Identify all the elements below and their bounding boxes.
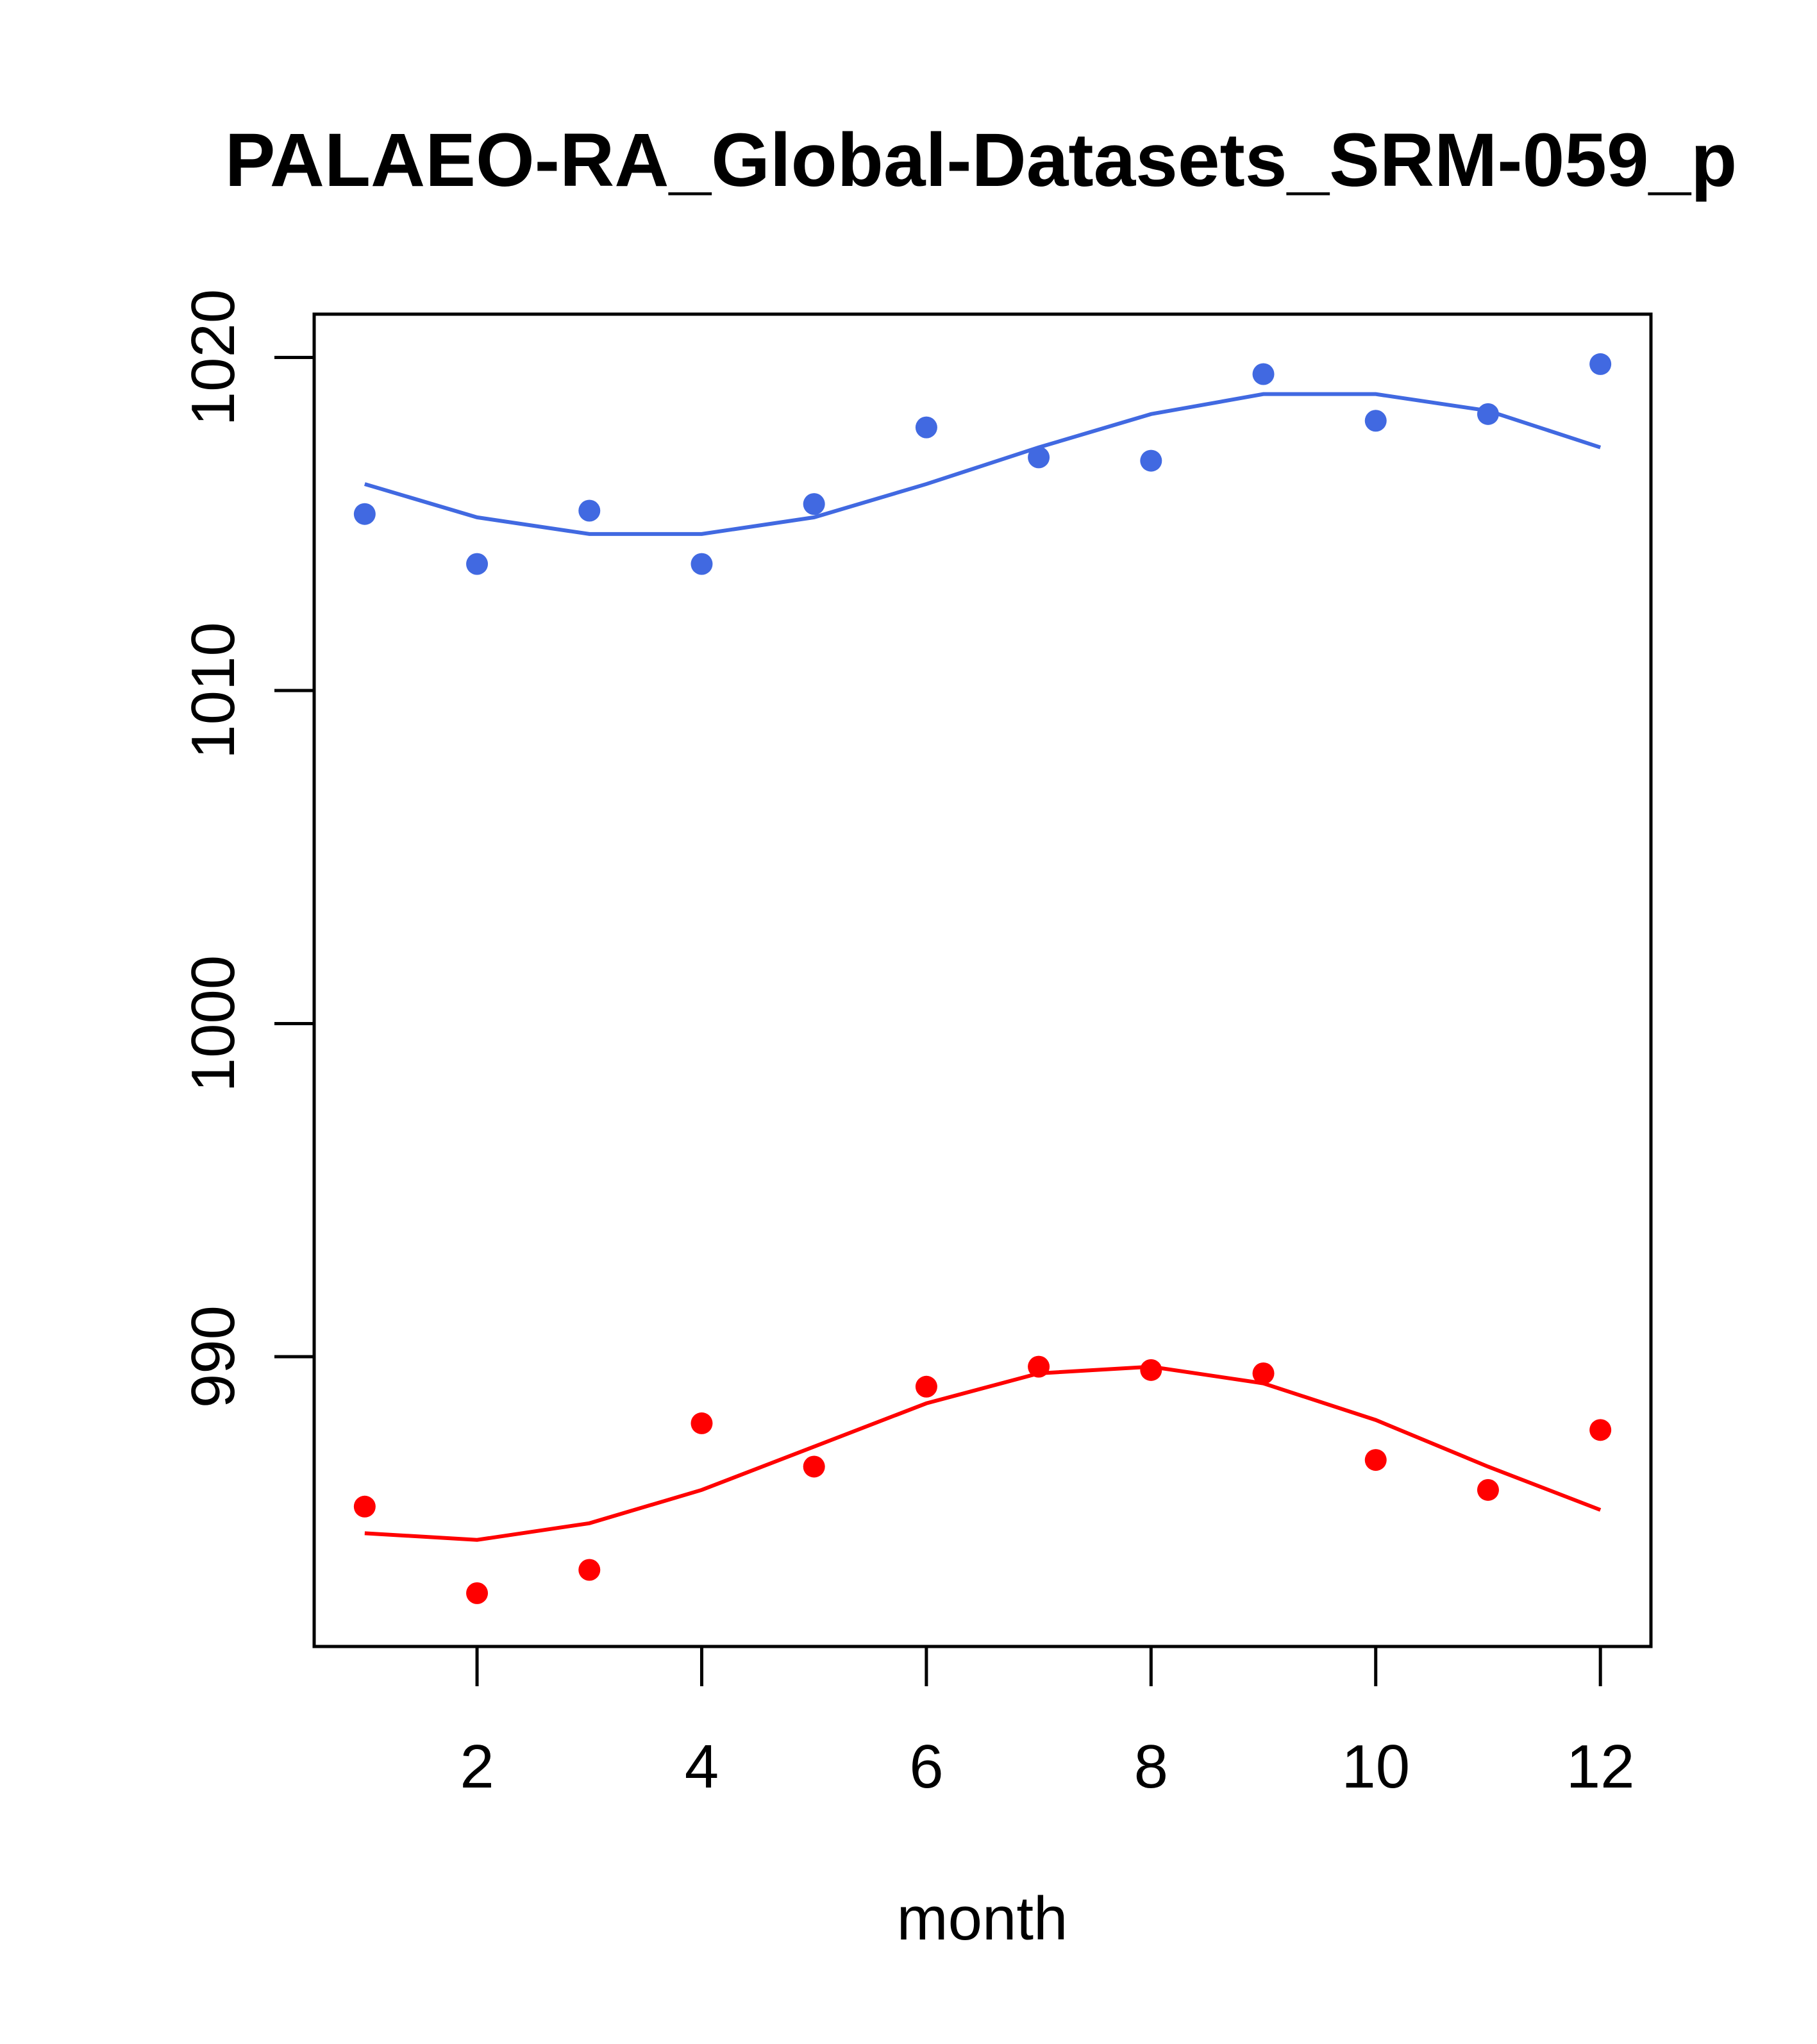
y-tick-label: 1000 xyxy=(179,955,247,1093)
data-point-lower xyxy=(466,1582,489,1604)
data-point-lower xyxy=(1364,1449,1387,1471)
data-point-lower xyxy=(803,1455,825,1478)
chart-title: PALAEO-RA_Global-Datasets_SRM-059_p xyxy=(225,118,1737,203)
data-point-lower xyxy=(691,1412,713,1434)
data-point-upper xyxy=(353,503,376,525)
data-point-lower xyxy=(1589,1419,1612,1441)
data-point-lower xyxy=(1252,1362,1275,1385)
data-point-lower xyxy=(915,1375,937,1398)
data-point-upper xyxy=(1028,446,1050,469)
data-point-upper xyxy=(691,553,713,575)
series-line-upper xyxy=(364,392,1602,536)
data-point-upper xyxy=(578,499,601,522)
data-point-lower xyxy=(1140,1359,1162,1381)
data-point-lower xyxy=(1028,1355,1050,1378)
y-axis: 990 1000 1010 1020 xyxy=(179,289,316,1408)
data-point-lower xyxy=(1477,1479,1499,1501)
data-point-upper xyxy=(466,553,489,575)
series-layer xyxy=(353,353,1612,1604)
x-tick-label: 6 xyxy=(909,1732,943,1801)
series-line-lower xyxy=(364,1364,1602,1542)
y-tick-label: 990 xyxy=(179,1305,247,1408)
data-point-lower xyxy=(578,1559,601,1581)
y-tick-label: 1020 xyxy=(179,289,247,426)
x-tick-label: 4 xyxy=(685,1732,719,1801)
data-point-upper xyxy=(803,493,825,515)
plot-frame xyxy=(312,312,1653,1648)
data-point-upper xyxy=(1140,449,1162,472)
data-point-upper xyxy=(1589,353,1612,375)
data-point-upper xyxy=(1477,403,1499,425)
data-point-upper xyxy=(915,416,937,439)
x-tick-label: 8 xyxy=(1134,1732,1168,1801)
data-point-upper xyxy=(1364,410,1387,432)
data-point-upper xyxy=(1252,363,1275,385)
data-point-lower xyxy=(353,1495,376,1518)
y-tick-label: 1010 xyxy=(179,622,247,759)
x-tick-label: 12 xyxy=(1566,1732,1635,1801)
x-axis-label: month xyxy=(897,1884,1068,1953)
x-tick-label: 2 xyxy=(460,1732,494,1801)
x-axis: 2 4 6 8 10 12 xyxy=(460,1645,1635,1801)
x-tick-label: 10 xyxy=(1341,1732,1410,1801)
